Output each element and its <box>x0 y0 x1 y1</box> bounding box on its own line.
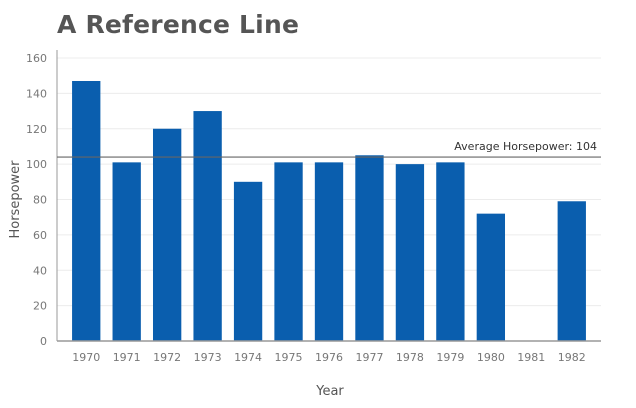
y-tick-label: 20 <box>33 300 47 313</box>
y-tick-label: 160 <box>26 52 47 65</box>
chart-title: A Reference Line <box>57 10 300 39</box>
reference-line-label: Average Horsepower: 104 <box>454 140 597 153</box>
x-tick-label: 1978 <box>396 351 424 364</box>
x-tick-label: 1977 <box>355 351 383 364</box>
y-tick-label: 80 <box>33 194 47 207</box>
bar-1980 <box>476 213 506 341</box>
x-tick-label: 1980 <box>477 351 505 364</box>
y-axis-ticks: 0 20 40 60 80 100 120 140 160 <box>26 52 47 348</box>
bar-1979 <box>436 162 465 341</box>
bar-1973 <box>193 111 222 341</box>
x-tick-label: 1974 <box>234 351 262 364</box>
x-tick-label: 1971 <box>113 351 141 364</box>
bar-1975 <box>274 162 303 341</box>
bar-1976 <box>314 162 344 341</box>
y-tick-label: 120 <box>26 123 47 136</box>
bar-1971 <box>112 162 141 341</box>
y-tick-label: 60 <box>33 229 47 242</box>
x-tick-label: 1975 <box>275 351 303 364</box>
bar-1977 <box>355 155 384 341</box>
y-axis-label: Horsepower <box>8 160 23 239</box>
x-tick-label: 1973 <box>194 351 222 364</box>
y-tick-label: 40 <box>33 264 47 277</box>
x-tick-label: 1981 <box>517 351 545 364</box>
bar-1974 <box>233 181 263 341</box>
x-tick-label: 1972 <box>153 351 181 364</box>
y-tick-label: 100 <box>26 158 47 171</box>
x-tick-label: 1982 <box>558 351 586 364</box>
bar-1972 <box>152 128 182 341</box>
bar-1982 <box>557 201 586 341</box>
bar-1970 <box>72 80 101 342</box>
bar-1978 <box>395 164 425 341</box>
x-axis-label: Year <box>315 384 344 399</box>
x-axis-ticks: 1970 1971 1972 1973 1974 1975 1976 1977 1978 1979… <box>72 351 586 364</box>
y-tick-label: 0 <box>40 335 47 348</box>
x-tick-label: 1979 <box>436 351 464 364</box>
y-tick-label: 140 <box>26 87 47 100</box>
x-tick-label: 1970 <box>72 351 100 364</box>
x-tick-label: 1976 <box>315 351 343 364</box>
bars <box>72 80 586 342</box>
